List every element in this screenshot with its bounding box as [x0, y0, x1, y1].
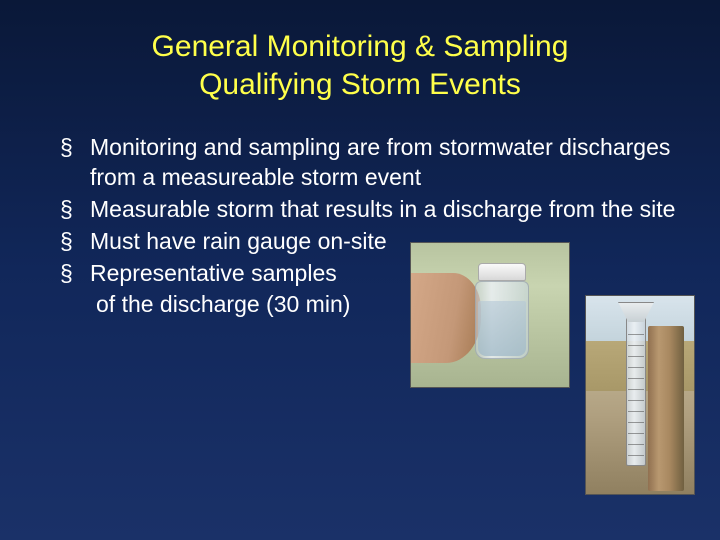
slide-title: General Monitoring & Sampling Qualifying…: [0, 0, 720, 103]
slide-body: Monitoring and sampling are from stormwa…: [0, 103, 720, 320]
bullet-item: Must have rain gauge on-site: [60, 227, 680, 257]
jar-icon: [473, 263, 531, 363]
hand-icon: [411, 273, 481, 363]
sample-jar-image: [410, 242, 570, 388]
rain-gauge-image: [585, 295, 695, 495]
post-icon: [648, 326, 684, 491]
title-line-1: General Monitoring & Sampling: [0, 28, 720, 66]
bullet-item: Monitoring and sampling are from stormwa…: [60, 133, 680, 193]
bullet-list: Monitoring and sampling are from stormwa…: [60, 133, 680, 288]
bullet-item: Representative samples: [60, 259, 680, 289]
bullet-item: Measurable storm that results in a disch…: [60, 195, 680, 225]
title-line-2: Qualifying Storm Events: [0, 66, 720, 104]
